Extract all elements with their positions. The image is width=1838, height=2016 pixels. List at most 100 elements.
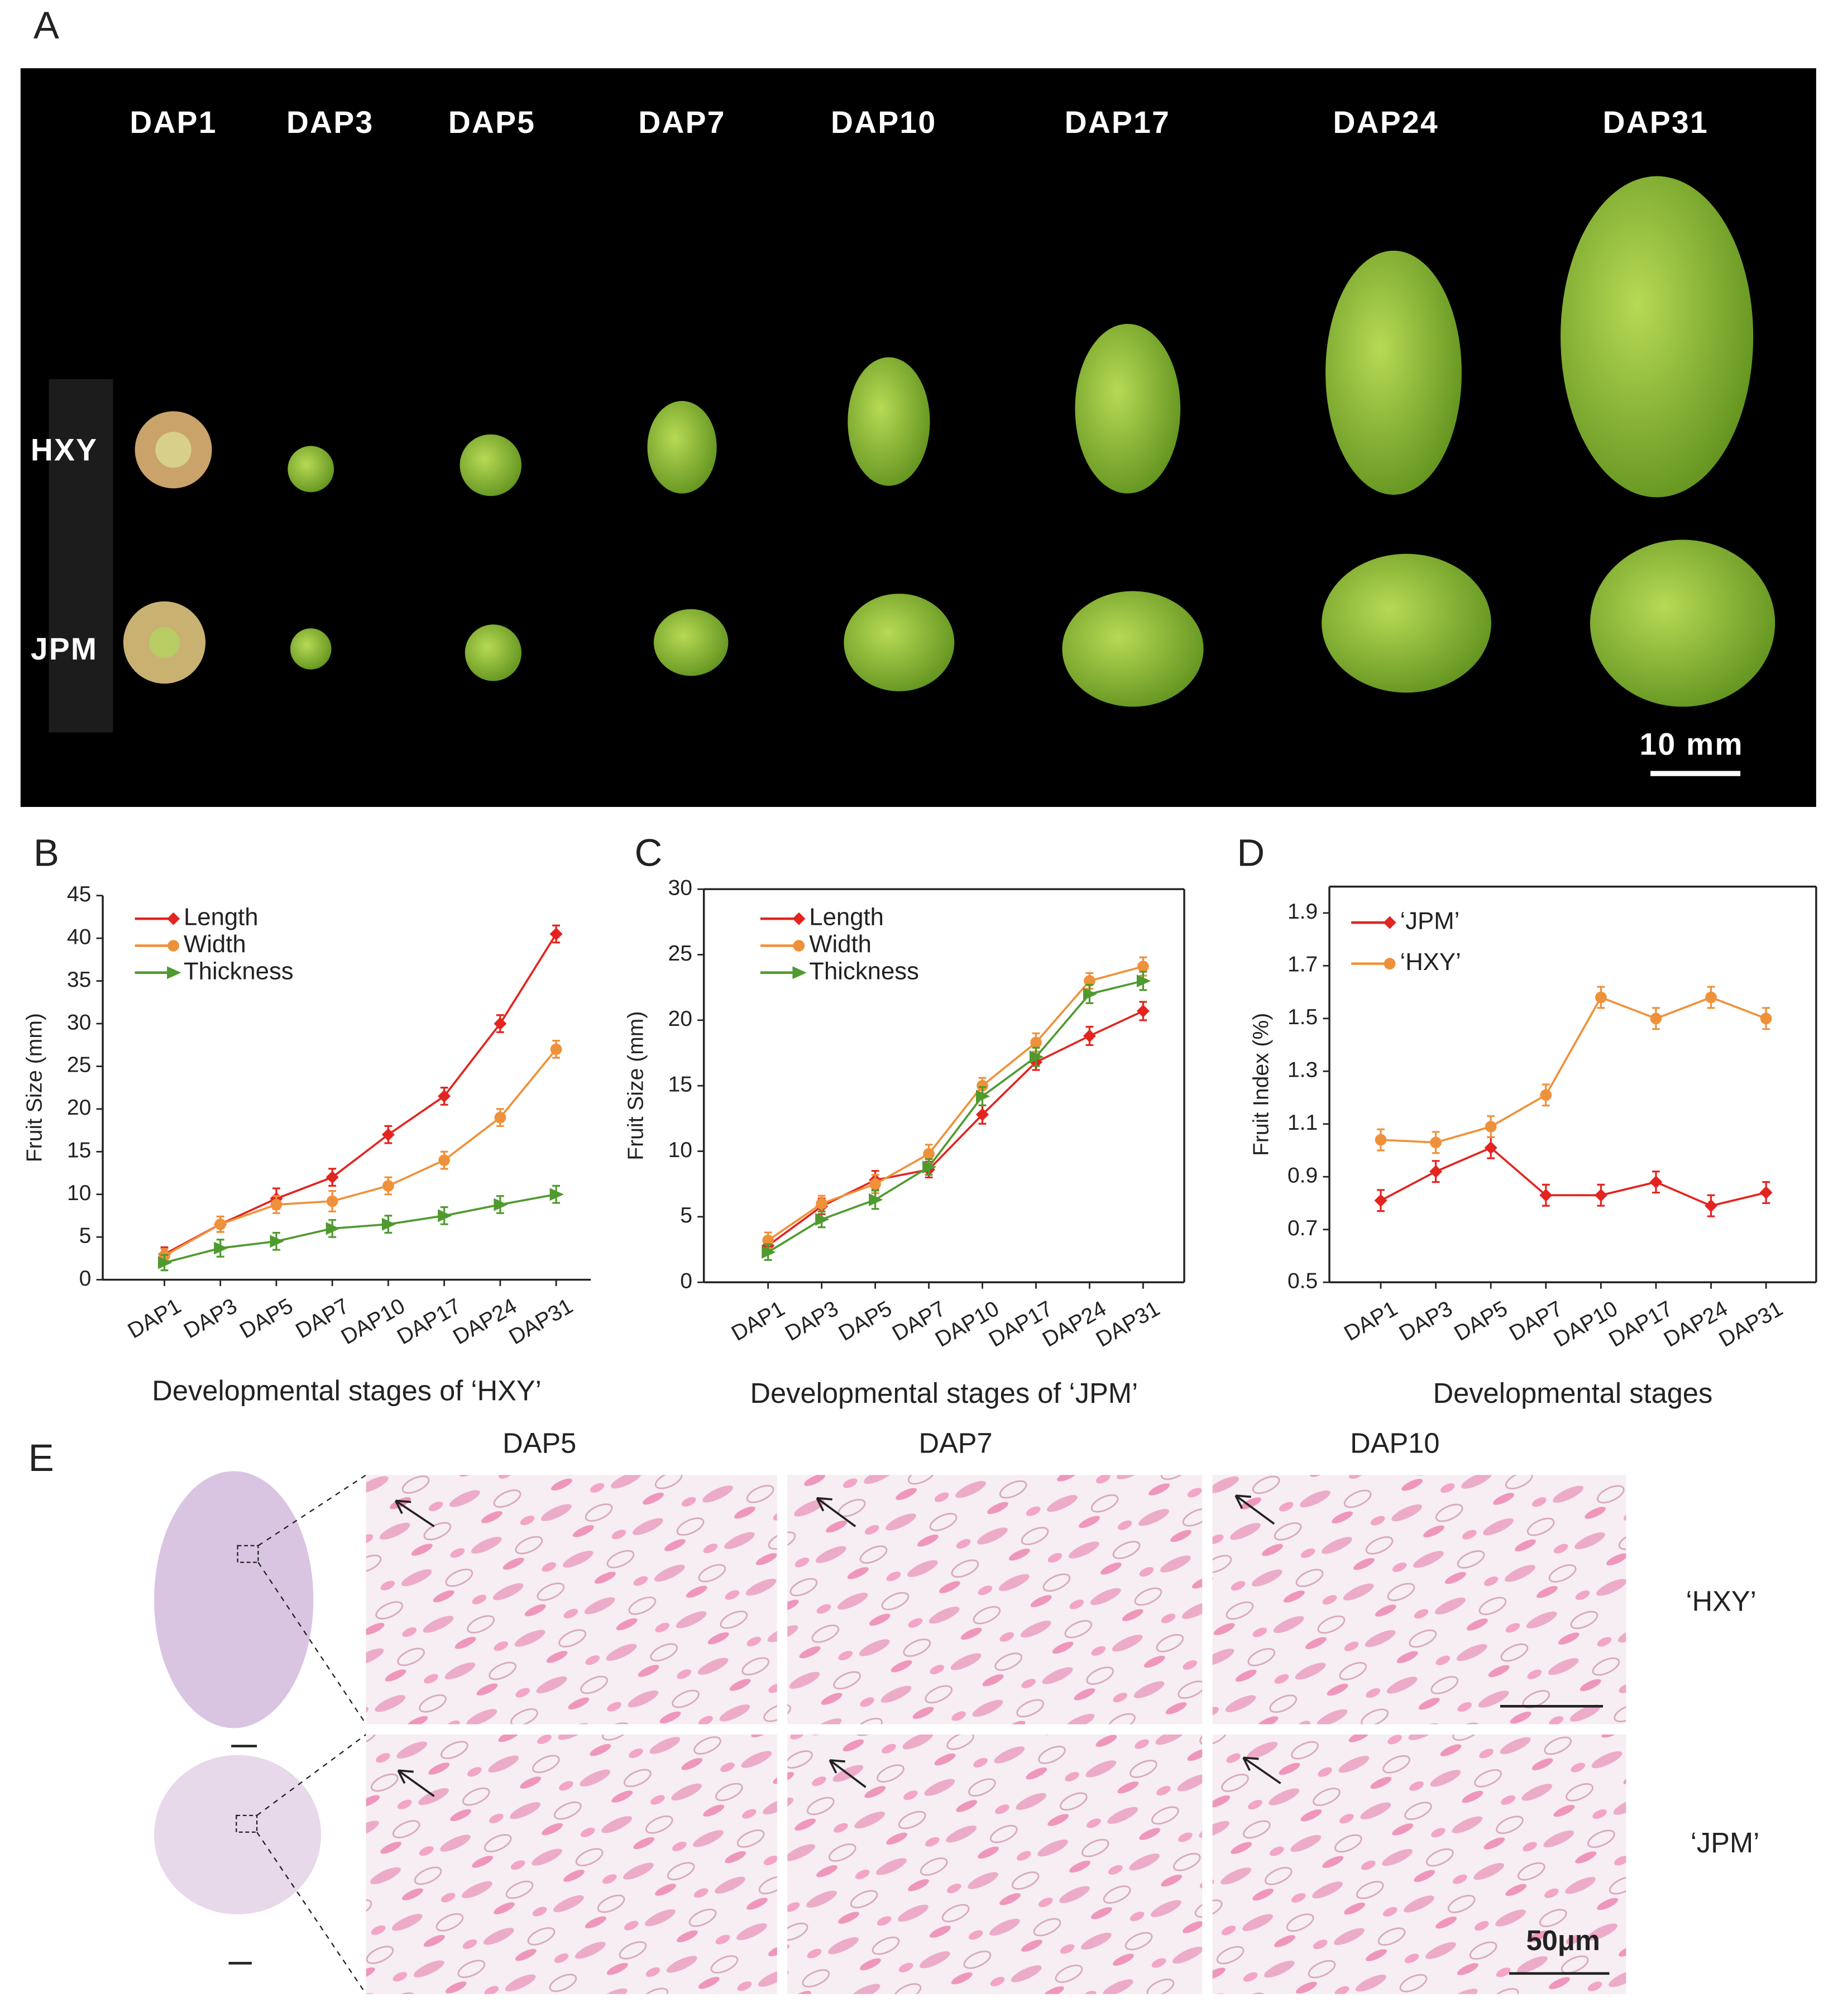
legend-label: Thickness xyxy=(809,957,919,985)
line xyxy=(164,1048,557,1257)
panel-label: D xyxy=(1237,832,1265,875)
y-tick-label: 1.3 xyxy=(1287,1058,1318,1082)
x-tick-label: DAP1 xyxy=(727,1297,789,1346)
y-tick-label: 45 xyxy=(67,882,91,906)
marker xyxy=(1485,1121,1497,1133)
legend-marker xyxy=(793,940,805,952)
legend-marker xyxy=(1383,916,1396,929)
legend-marker xyxy=(1384,958,1396,969)
legend-marker xyxy=(167,966,181,980)
scale-bar-label: 50μm xyxy=(1526,1924,1600,1956)
marker xyxy=(1705,991,1717,1004)
marker xyxy=(1539,1188,1553,1202)
line xyxy=(164,1193,557,1264)
y-tick-label: 1.1 xyxy=(1287,1111,1318,1135)
x-tick-label: DAP1 xyxy=(124,1294,185,1343)
y-tick-label: 30 xyxy=(67,1010,91,1034)
marker xyxy=(214,1218,227,1230)
marker xyxy=(1705,1199,1718,1212)
legend-label: Thickness xyxy=(184,957,294,985)
x-tick-label: DAP10 xyxy=(337,1294,409,1349)
y-tick-label: 10 xyxy=(668,1138,692,1162)
x-tick-label: DAP10 xyxy=(1550,1297,1622,1352)
marker xyxy=(976,1090,990,1103)
x-tick-label: DAP3 xyxy=(180,1294,241,1343)
legend-marker xyxy=(792,966,807,980)
x-tick-label: DAP5 xyxy=(1451,1297,1512,1346)
marker xyxy=(270,1235,284,1248)
marker xyxy=(815,1213,830,1226)
marker xyxy=(381,1217,396,1231)
marker xyxy=(762,1245,776,1259)
marker xyxy=(270,1198,283,1211)
marker xyxy=(438,1154,450,1166)
y-axis-label: Fruit Index (%) xyxy=(1250,1013,1274,1156)
x-axis-label: Developmental stages of ‘HXY’ xyxy=(152,1374,542,1406)
scale-bar-label: 10 mm xyxy=(1640,727,1744,761)
legend-label: Width xyxy=(809,930,872,958)
legend-marker xyxy=(792,912,806,925)
marker xyxy=(1084,975,1095,987)
marker xyxy=(1484,1141,1497,1154)
marker xyxy=(326,1171,339,1184)
y-tick-label: 15 xyxy=(67,1139,91,1163)
legend-label: Width xyxy=(184,930,246,958)
y-tick-label: 25 xyxy=(668,942,692,966)
stage-label: DAP31 xyxy=(1603,105,1708,140)
micrographs xyxy=(154,1471,1626,1995)
y-tick-label: 20 xyxy=(668,1007,692,1031)
x-tick-label: DAP31 xyxy=(505,1294,577,1349)
y-tick-label: 25 xyxy=(67,1053,91,1077)
row-label: ‘JPM’ xyxy=(1691,1827,1760,1859)
y-axis-label: Fruit Size (mm) xyxy=(23,1013,47,1162)
marker xyxy=(1429,1165,1443,1178)
x-tick-label: DAP24 xyxy=(449,1294,521,1349)
marker xyxy=(1430,1136,1442,1149)
stage-title: DAP7 xyxy=(918,1427,992,1459)
stage-label: DAP3 xyxy=(286,105,374,140)
marker xyxy=(869,1178,881,1190)
line xyxy=(767,980,1143,1253)
stage-label: DAP1 xyxy=(130,105,217,140)
y-tick-label: 1.9 xyxy=(1287,900,1318,924)
marker xyxy=(157,1256,173,1269)
y-tick-label: 0 xyxy=(680,1269,692,1293)
y-tick-label: 35 xyxy=(67,968,91,992)
stage-label: DAP10 xyxy=(831,105,936,140)
marker xyxy=(494,1017,507,1030)
y-tick-label: 10 xyxy=(67,1181,91,1205)
marker xyxy=(1760,1012,1772,1025)
x-tick-label: DAP17 xyxy=(393,1294,465,1349)
x-tick-label: DAP5 xyxy=(236,1294,297,1343)
y-tick-label: 1.5 xyxy=(1287,1005,1318,1029)
marker xyxy=(494,1111,506,1124)
marker xyxy=(1030,1050,1044,1064)
stage-title: DAP5 xyxy=(502,1427,576,1459)
marker xyxy=(1374,1194,1387,1207)
legend-label: Length xyxy=(809,904,884,931)
y-tick-label: 5 xyxy=(680,1203,692,1227)
marker xyxy=(1650,1012,1662,1025)
marker xyxy=(1083,987,1098,1001)
x-axis-label: Developmental stages of ‘JPM’ xyxy=(750,1377,1138,1409)
marker xyxy=(326,1222,340,1235)
row-label: ‘HXY’ xyxy=(1686,1585,1756,1617)
stage-label: DAP7 xyxy=(638,105,725,140)
marker xyxy=(1136,1004,1150,1017)
marker xyxy=(326,1195,338,1207)
row-label: JPM xyxy=(31,632,98,666)
y-tick-label: 0.5 xyxy=(1287,1269,1318,1293)
marker xyxy=(977,1079,988,1092)
marker xyxy=(1540,1089,1552,1101)
stage-label: DAP24 xyxy=(1333,105,1438,140)
x-tick-label: DAP17 xyxy=(1605,1297,1677,1352)
x-tick-label: DAP1 xyxy=(1340,1297,1401,1346)
marker xyxy=(1594,1188,1607,1202)
y-tick-label: 0.9 xyxy=(1287,1164,1318,1188)
line xyxy=(767,965,1143,1241)
y-tick-label: 0.7 xyxy=(1287,1216,1318,1240)
marker xyxy=(816,1198,828,1210)
y-axis-label: Fruit Size (mm) xyxy=(624,1011,648,1160)
x-axis-label: Developmental stages xyxy=(1433,1377,1713,1409)
x-tick-label: DAP31 xyxy=(1715,1297,1787,1352)
